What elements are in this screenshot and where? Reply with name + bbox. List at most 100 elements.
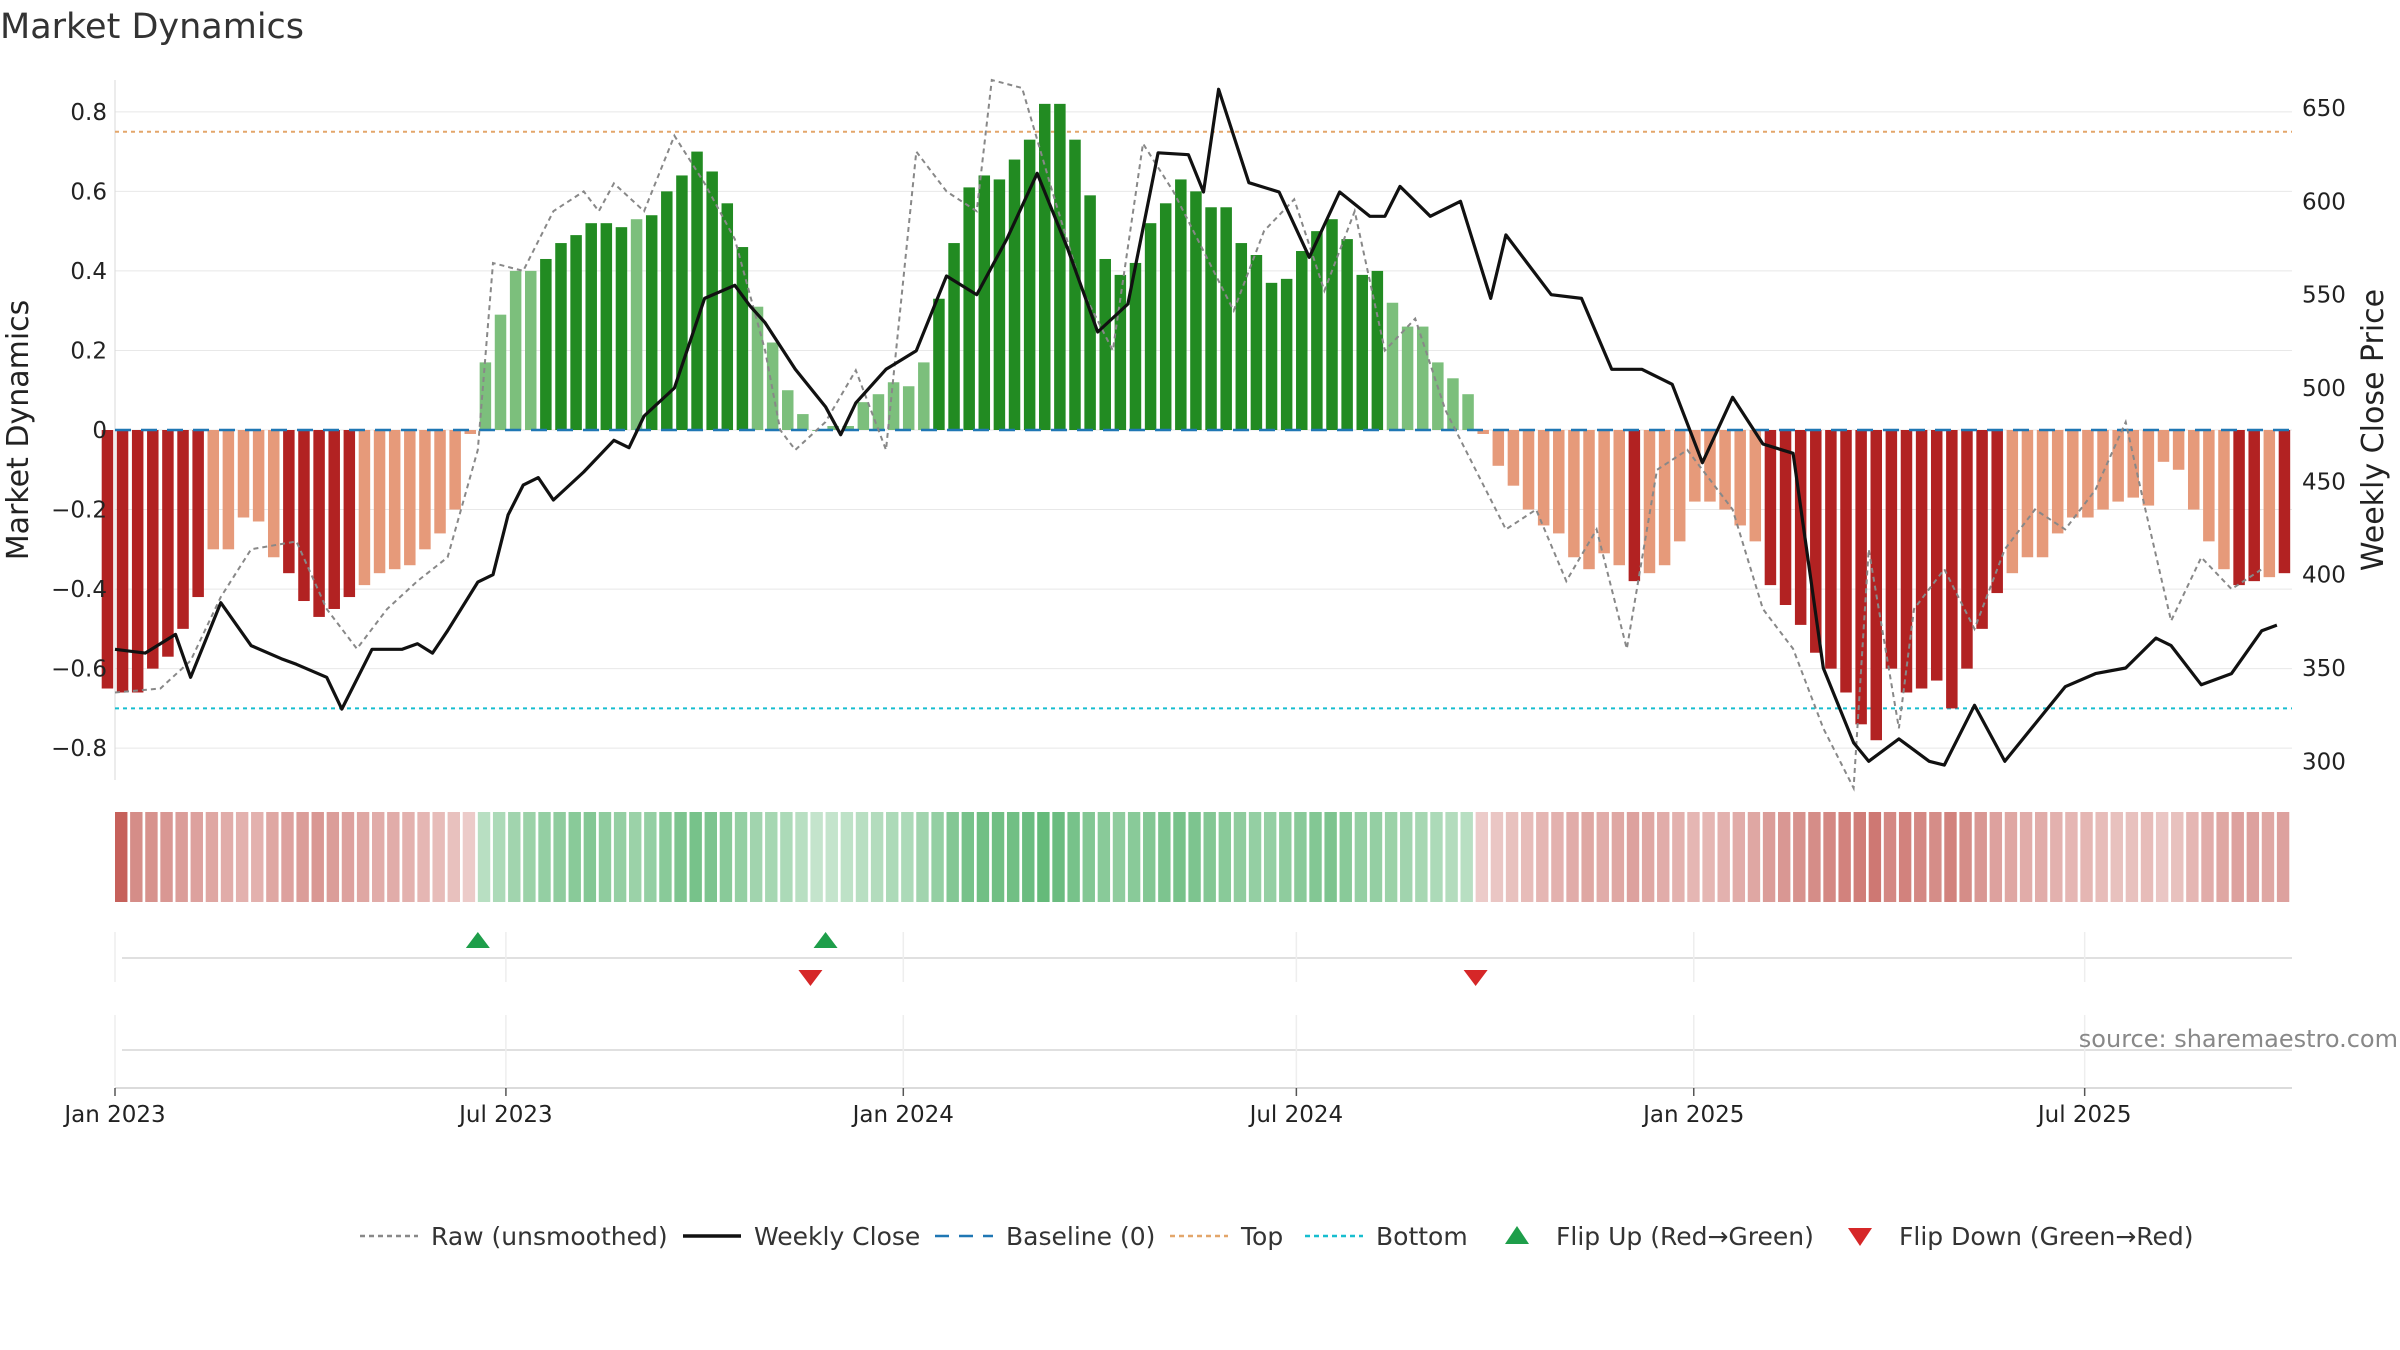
dynamics-bar [116, 430, 129, 693]
dynamics-bar [1673, 430, 1686, 542]
legend-item-baseline: Baseline (0) [935, 1222, 1155, 1251]
chart-title: Market Dynamics [0, 7, 304, 47]
dynamics-bar [252, 430, 265, 522]
dynamics-bar [1779, 430, 1792, 605]
strength-cell [1702, 812, 1715, 902]
raw-line [114, 78, 2263, 792]
strength-cell [190, 812, 203, 902]
strength-cell [235, 812, 249, 902]
strength-cell [1929, 812, 1942, 902]
legend-item-close: Weekly Close [683, 1222, 920, 1251]
y-tick-label: 0.8 [70, 100, 107, 126]
legend-label-flip_up: Flip Up (Red→Green) [1556, 1222, 1814, 1251]
strength-cell [1097, 812, 1111, 902]
strength-cell [1536, 812, 1549, 902]
y2-tick-label: 350 [2302, 656, 2346, 682]
strength-cell [583, 812, 597, 902]
strength-cell [1052, 812, 1065, 902]
dynamics-bar [479, 362, 492, 430]
dynamics-bar [1069, 139, 1081, 430]
dynamics-bar [1628, 430, 1641, 582]
dynamics-bar [2006, 430, 2019, 574]
dynamics-bar [615, 227, 628, 430]
strength-cell [1112, 812, 1126, 902]
y-axis-left-label: Market Dynamics [1, 300, 36, 561]
y2-tick-label: 500 [2302, 376, 2346, 402]
dynamics-bar [1961, 430, 1973, 669]
dynamics-bar [1794, 430, 1807, 625]
y-axis-left-ticks: 0.8 0.6 0.4 0.2 0 −0.2 −0.4 −0.6 −0.8 [51, 100, 107, 762]
dynamics-bar [162, 430, 174, 657]
dynamics-bar [1930, 430, 1943, 681]
strength-cell [311, 812, 324, 902]
dynamics-bar [751, 306, 764, 430]
dynamics-bar [1175, 179, 1187, 430]
dynamics-bar [2172, 430, 2185, 470]
strength-cell [734, 812, 748, 902]
dynamics-bar [827, 426, 839, 430]
dynamics-bar [1190, 191, 1202, 430]
strength-cell [2186, 812, 2199, 902]
dynamics-bar [706, 171, 718, 431]
dynamics-bar [1401, 326, 1414, 430]
strength-cell [1868, 812, 1882, 902]
dynamics-bar [1356, 274, 1368, 430]
grid-lines [114, 80, 2292, 780]
dynamics-bar [2112, 430, 2124, 502]
x-tick-label: Jul 2025 [2036, 1102, 2132, 1128]
dynamics-bar [1522, 430, 1535, 510]
strength-cell [1823, 812, 1836, 902]
strength-cell [2110, 812, 2123, 902]
strength-cell [1475, 812, 1489, 902]
dynamics-bar [147, 430, 159, 669]
strength-cell [1354, 812, 1368, 902]
dynamics-bar [842, 426, 854, 430]
dynamics-bar [555, 243, 567, 430]
strength-cell [1520, 812, 1534, 902]
strength-cell [1400, 812, 1413, 902]
y2-tick-label: 400 [2302, 563, 2346, 589]
strength-cell [946, 812, 959, 902]
strength-cell [1460, 812, 1473, 902]
dynamics-bar [207, 430, 220, 550]
dynamics-bar [1885, 430, 1898, 669]
strength-cell [1687, 812, 1700, 902]
strength-cell [1445, 812, 1458, 902]
dynamics-bar [1855, 430, 1867, 725]
strength-cell [689, 812, 702, 902]
dynamics-bar [691, 151, 703, 430]
strength-cell [1959, 812, 1972, 902]
strength-cell [1294, 812, 1307, 902]
dynamics-bar [101, 430, 114, 689]
strength-strip [115, 812, 2290, 902]
dynamics-bar [661, 191, 673, 430]
strength-cell [175, 812, 188, 902]
strength-cell [1657, 812, 1670, 902]
dynamics-bar [1900, 430, 1913, 693]
dynamics-bar [1326, 219, 1338, 430]
strength-cell [447, 812, 460, 902]
strength-cell [916, 812, 929, 902]
dynamics-bar [2021, 430, 2034, 558]
x-tick-label: Jul 2023 [457, 1102, 553, 1128]
dynamics-bar [1235, 243, 1248, 430]
strength-cell [205, 812, 219, 902]
dynamics-bar [267, 430, 280, 558]
dynamics-bar [1764, 430, 1777, 586]
x-tick-label: Jan 2025 [1641, 1102, 1744, 1128]
dynamics-bar [2233, 430, 2245, 586]
strength-cell [356, 812, 370, 902]
dynamics-bar [782, 390, 794, 430]
dynamics-bar [736, 247, 749, 430]
strength-cell [220, 812, 234, 902]
strength-cell [266, 812, 279, 902]
strength-cell [2216, 812, 2229, 902]
strength-cell [1037, 812, 1050, 902]
strength-cell [387, 812, 400, 902]
strength-cell [2276, 812, 2290, 902]
dynamics-bar [1915, 430, 1928, 689]
dynamics-bar [494, 314, 507, 430]
dynamics-bars [101, 103, 2291, 741]
strength-cell [1339, 812, 1352, 902]
legend-item-flip_down: Flip Down (Green→Red) [1848, 1222, 2194, 1251]
